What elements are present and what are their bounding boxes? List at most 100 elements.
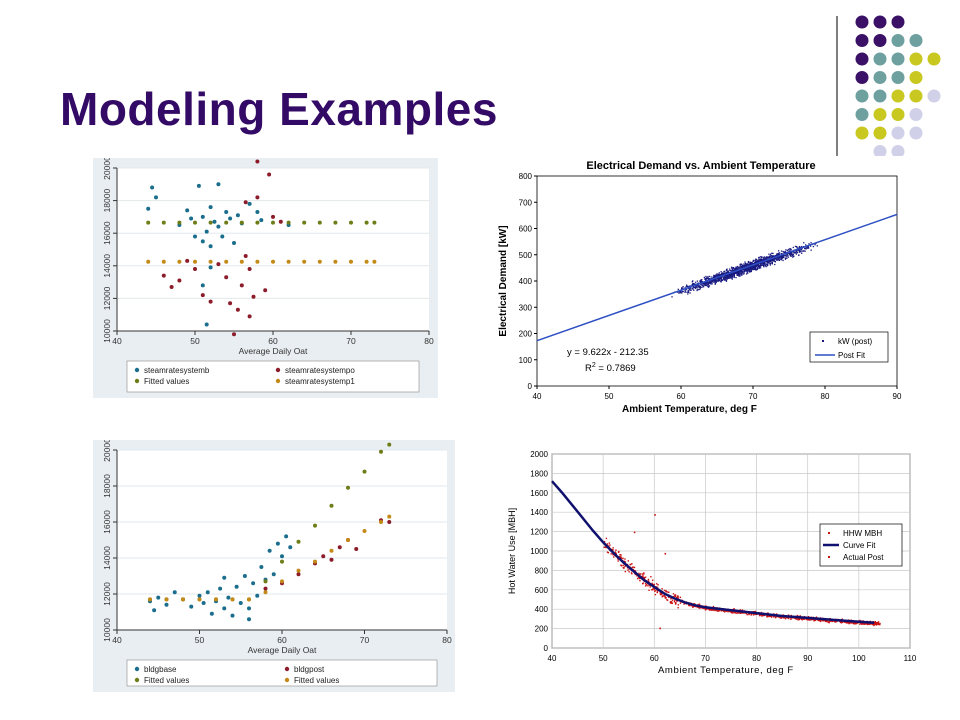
data-point (679, 292, 681, 294)
data-point (738, 270, 741, 273)
data-point (677, 604, 680, 606)
data-point (753, 260, 755, 262)
data-point (686, 291, 688, 293)
x-tick-label: 70 (346, 336, 356, 346)
data-point (767, 263, 769, 266)
data-point (763, 265, 765, 267)
data-point (280, 579, 284, 584)
data-point (705, 279, 707, 281)
data-point (779, 256, 781, 258)
data-point (760, 262, 763, 264)
data-point (758, 258, 761, 260)
data-point (740, 274, 742, 276)
data-point (862, 622, 864, 625)
data-point (242, 574, 247, 578)
data-point (637, 577, 639, 580)
x-axis-label: Average Daily Oat (239, 346, 308, 356)
decorative-dot (909, 52, 923, 66)
data-point (337, 545, 342, 550)
data-point (773, 255, 775, 258)
data-point (756, 260, 758, 262)
data-point (624, 561, 627, 563)
data-point (755, 268, 757, 270)
data-point (718, 610, 721, 612)
y-tick-label: 1400 (530, 508, 548, 517)
data-point (813, 619, 816, 621)
data-point (662, 595, 664, 597)
data-point (709, 283, 711, 285)
data-point (255, 220, 260, 225)
x-tick-label: 60 (268, 336, 278, 346)
data-point (723, 276, 725, 279)
x-tick-label: 60 (277, 635, 287, 645)
data-point (729, 269, 731, 272)
data-point (164, 597, 169, 602)
data-point (733, 269, 735, 272)
x-tick-label: 90 (893, 392, 902, 401)
data-point (695, 281, 697, 283)
data-point (671, 296, 673, 298)
data-point (712, 276, 715, 278)
data-point (623, 560, 626, 563)
data-point (695, 286, 697, 288)
data-point (747, 267, 750, 269)
data-point (697, 603, 699, 606)
data-point (263, 586, 268, 591)
data-point (733, 276, 735, 278)
data-point (735, 271, 738, 273)
data-point (771, 252, 773, 254)
data-point (782, 256, 785, 259)
data-point (271, 572, 276, 577)
data-point (757, 263, 760, 266)
data-point (642, 575, 644, 577)
data-point (742, 612, 744, 614)
data-point (748, 263, 751, 265)
data-point (271, 214, 275, 219)
data-point (679, 596, 682, 599)
data-point (768, 615, 771, 617)
data-point (769, 259, 771, 261)
chart-hot-water: 0 200 400 600 800 1000 1200 1400 1600 1800 2000 40 5… (495, 444, 920, 684)
data-point (818, 619, 821, 622)
data-point (617, 558, 619, 560)
data-point (754, 610, 757, 613)
data-point (708, 275, 710, 278)
data-point (209, 611, 214, 616)
data-point (741, 272, 743, 274)
data-point (379, 449, 383, 454)
data-point (228, 216, 233, 221)
data-point (869, 623, 871, 626)
data-point (618, 550, 620, 553)
data-point (687, 293, 689, 295)
data-point (759, 259, 762, 262)
data-point (715, 279, 717, 282)
data-point (723, 270, 725, 273)
legend-marker (134, 677, 140, 683)
data-point (724, 278, 726, 281)
data-point (732, 266, 735, 269)
data-point (783, 255, 785, 257)
data-point (876, 622, 878, 625)
data-point (288, 545, 293, 550)
data-point (212, 219, 217, 224)
data-point (747, 263, 750, 265)
data-point (251, 581, 256, 586)
data-point (639, 573, 641, 576)
data-point (741, 266, 744, 268)
data-point (709, 282, 711, 284)
data-point (654, 593, 657, 596)
data-point (731, 274, 733, 276)
data-point (622, 557, 624, 560)
data-point (731, 269, 734, 271)
data-point (713, 274, 715, 277)
data-point (816, 245, 818, 247)
data-point (712, 605, 715, 608)
data-point (809, 618, 811, 621)
data-point (617, 560, 619, 562)
data-point (819, 620, 822, 623)
data-point (751, 263, 754, 265)
chart-panel-electrical-demand: Electrical Demand vs. Ambient Temperatur… (492, 156, 910, 426)
data-point (691, 283, 693, 286)
y-axis-label: Electrical Demand [kW] (498, 225, 509, 336)
data-point (208, 244, 213, 249)
